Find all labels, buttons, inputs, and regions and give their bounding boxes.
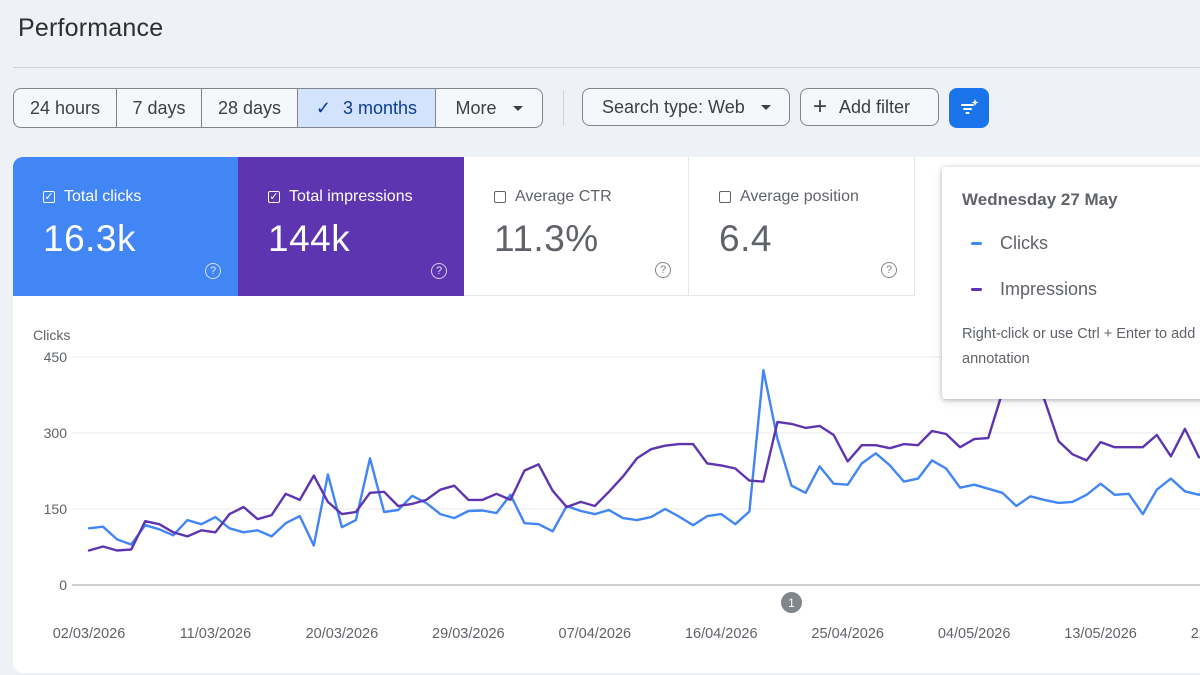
hint-line-1: Right-click or use Ctrl + Enter to add: [962, 326, 1196, 342]
more-ranges-button[interactable]: More: [436, 89, 542, 127]
help-icon[interactable]: ?: [881, 262, 897, 278]
x-tick-label: 22/05/2026: [1191, 626, 1200, 642]
tooltip-impressions-row: Impressions: [971, 279, 1097, 300]
check-icon: ✓: [315, 97, 332, 118]
metric-value: 16.3k: [43, 218, 137, 259]
help-icon[interactable]: ?: [205, 263, 221, 279]
checkbox-checked-icon[interactable]: ✓: [268, 190, 280, 203]
add-filter-button[interactable]: + Add filter: [800, 88, 939, 126]
metric-value: 11.3%: [494, 218, 599, 259]
x-tick-label: 25/04/2026: [811, 626, 884, 642]
impressions-legend-swatch: [971, 288, 982, 291]
metric-total-clicks[interactable]: ✓ Total clicks 16.3k ?: [13, 157, 238, 296]
filter-sparkle-icon: [961, 99, 979, 114]
metric-label: Total clicks: [64, 188, 142, 205]
y-tick-label: 0: [59, 577, 67, 593]
tooltip-clicks-row: Clicks: [971, 233, 1048, 254]
help-icon[interactable]: ?: [655, 262, 671, 278]
date-range-selector: 24 hours 7 days 28 days ✓ 3 months More: [13, 88, 543, 128]
tooltip-date: Wednesday 27 May: [962, 190, 1118, 209]
help-icon[interactable]: ?: [431, 263, 447, 279]
range-24-hours-label: 24 hours: [29, 97, 101, 118]
metric-label: Average position: [740, 188, 859, 205]
range-24-hours-button[interactable]: 24 hours: [14, 89, 117, 127]
header-divider: [13, 67, 1200, 68]
series-line-clicks: [87, 369, 1200, 547]
tooltip-clicks-label: Clicks: [1000, 233, 1048, 253]
metric-value: 6.4: [719, 218, 772, 259]
x-tick-label: 02/03/2026: [53, 626, 126, 642]
y-tick-label: 300: [44, 425, 68, 441]
metric-value: 144k: [268, 218, 351, 259]
checkbox-checked-icon[interactable]: ✓: [43, 190, 55, 203]
range-3-months-button[interactable]: ✓ 3 months: [298, 89, 436, 127]
more-label: More: [455, 97, 497, 118]
plus-icon: +: [813, 93, 828, 120]
clicks-legend-swatch: [971, 242, 982, 245]
tooltip-impressions-label: Impressions: [1000, 279, 1098, 299]
x-tick-label: 04/05/2026: [938, 626, 1011, 642]
x-tick-label: 13/05/2026: [1064, 626, 1137, 642]
range-7-days-button[interactable]: 7 days: [117, 89, 202, 127]
metric-label: Average CTR: [515, 188, 612, 205]
checkbox-unchecked-icon[interactable]: [494, 191, 506, 203]
metric-average-position[interactable]: Average position 6.4 ?: [689, 157, 915, 296]
tooltip-annotation-hint: Right-click or use Ctrl + Enter to add a…: [962, 322, 1195, 372]
search-type-label: Search type: Web: [602, 96, 745, 117]
chart-tooltip: Wednesday 27 May Clicks Impressions Righ…: [942, 167, 1200, 399]
y-tick-label: 150: [44, 501, 68, 517]
metric-average-ctr[interactable]: Average CTR 11.3% ?: [464, 157, 689, 296]
metric-label: Total impressions: [289, 188, 413, 205]
range-28-days-button[interactable]: 28 days: [202, 89, 298, 127]
checkbox-unchecked-icon[interactable]: [719, 191, 731, 203]
metric-total-impressions[interactable]: ✓ Total impressions 144k ?: [238, 157, 464, 296]
hint-line-2: annotation: [962, 351, 1030, 367]
x-tick-label: 16/04/2026: [685, 626, 758, 642]
range-3-months-label: 3 months: [343, 97, 418, 118]
x-tick-label: 07/04/2026: [559, 626, 632, 642]
range-28-days-label: 28 days: [217, 97, 282, 118]
y-tick-label: 450: [44, 349, 68, 365]
chevron-down-icon: [760, 104, 771, 110]
page-title: Performance: [18, 14, 164, 42]
add-filter-label: Add filter: [839, 96, 911, 117]
range-7-days-label: 7 days: [132, 97, 186, 118]
x-tick-label: 29/03/2026: [432, 626, 505, 642]
filter-sparkle-button[interactable]: [949, 88, 989, 128]
y-axis-label: Clicks: [33, 327, 70, 343]
series-line-impressions: [87, 378, 1200, 552]
search-type-dropdown[interactable]: Search type: Web: [582, 88, 790, 126]
toolbar-divider: [563, 90, 564, 126]
x-tick-label: 20/03/2026: [306, 626, 379, 642]
chevron-down-icon: [512, 105, 523, 111]
annotation-badge[interactable]: 1: [781, 592, 802, 613]
x-tick-label: 11/03/2026: [180, 626, 252, 642]
